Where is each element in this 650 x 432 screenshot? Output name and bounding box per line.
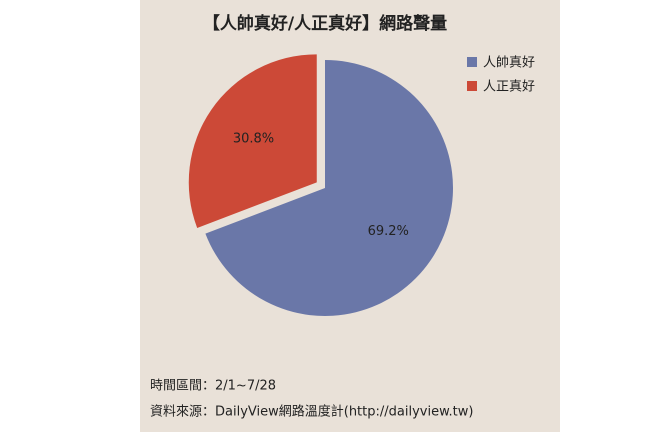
data-label: 69.2% [368, 224, 409, 239]
legend-swatch [467, 81, 477, 91]
pie-slice [188, 54, 317, 228]
chart-title: 【人帥真好/人正真好】網路聲量 [203, 13, 447, 34]
legend-swatch [467, 57, 477, 67]
footer-note: 資料來源：DailyView網路溫度計(http://dailyview.tw) [150, 404, 473, 420]
legend-label: 人正真好 [483, 80, 535, 95]
footer-note: 時間區間：2/1~7/28 [150, 379, 276, 394]
legend-label: 人帥真好 [483, 56, 535, 71]
pie-slice [205, 60, 453, 316]
data-label: 30.8% [233, 131, 274, 146]
